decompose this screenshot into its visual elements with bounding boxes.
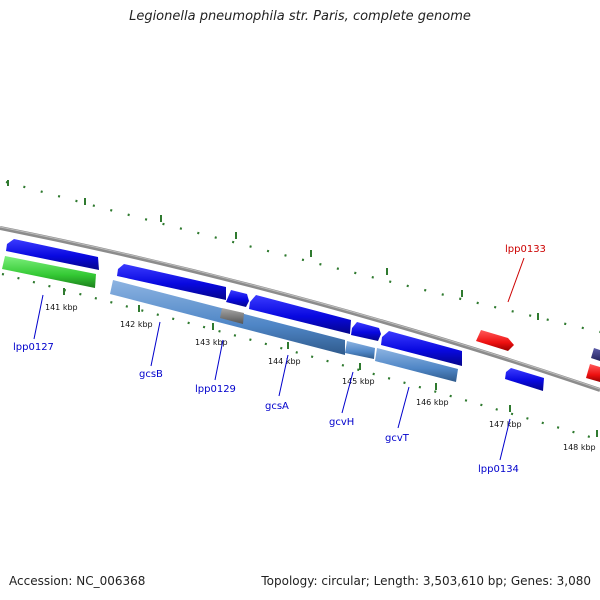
gene-arrow-lpp0133 xyxy=(476,330,514,351)
tick-label-147kbp: 147 kbp xyxy=(489,420,522,429)
inner-tick-ring xyxy=(1,272,600,442)
gene-label-lpp0127: lpp0127 xyxy=(13,342,54,353)
tick-label-142kbp: 142 kbp xyxy=(120,320,153,329)
feature-bar-gray xyxy=(220,308,244,324)
gene-label-lpp0134: lpp0134 xyxy=(478,464,519,475)
tick-label-145kbp: 145 kbp xyxy=(342,377,375,386)
feature-edge-right-navy xyxy=(591,348,600,361)
gene-label-gcvH: gcvH xyxy=(329,417,354,428)
genome-backbone xyxy=(0,226,600,392)
tick-label-146kbp: 146 kbp xyxy=(416,398,449,407)
leader-gcvT xyxy=(397,386,410,429)
leader-lpp0133 xyxy=(507,257,525,303)
tick-label-141kbp: 141 kbp xyxy=(45,303,78,312)
leader-lpp0127 xyxy=(33,294,44,340)
gene-arrow-gcvT xyxy=(381,331,462,366)
tick-label-144kbp: 144 kbp xyxy=(268,357,301,366)
gene-label-lpp0129: lpp0129 xyxy=(195,384,236,395)
gene-label-gcvT: gcvT xyxy=(385,433,410,444)
outer-tick-ring xyxy=(5,180,600,334)
gene-arrow-gcsB xyxy=(117,264,226,300)
gene-arrow-lpp0134 xyxy=(505,368,544,391)
feature-bar-3 xyxy=(375,348,458,382)
gene-arrow-lpp0129 xyxy=(226,290,249,307)
leader-gcsB xyxy=(150,321,161,367)
gene-label-gcsB: gcsB xyxy=(139,369,163,380)
leader-lpp0129 xyxy=(214,339,224,381)
gene-label-gcsA: gcsA xyxy=(265,401,289,412)
leader-lpp0134 xyxy=(499,418,511,461)
leader-gcvH xyxy=(341,371,354,414)
accession-text: Accession: NC_006368 xyxy=(9,574,146,588)
tick-label-143kbp: 143 kbp xyxy=(195,338,228,347)
feature-bar-2 xyxy=(345,341,375,359)
gene-arrow-gcsA xyxy=(249,295,351,334)
genome-summary-text: Topology: circular; Length: 3,503,610 bp… xyxy=(261,574,591,588)
rna-feature-green xyxy=(2,256,96,288)
leader-gcsA xyxy=(278,354,289,397)
gene-arrow-lpp0127 xyxy=(6,239,99,270)
feature-edge-right-red xyxy=(586,364,600,382)
gene-label-leaders xyxy=(33,294,511,461)
figure-title: Legionella pneumophila str. Paris, compl… xyxy=(129,9,471,24)
gene-arrow-gcvH xyxy=(351,322,381,341)
tick-label-148kbp: 148 kbp xyxy=(563,443,596,452)
gene-label-lpp0133: lpp0133 xyxy=(505,244,546,255)
